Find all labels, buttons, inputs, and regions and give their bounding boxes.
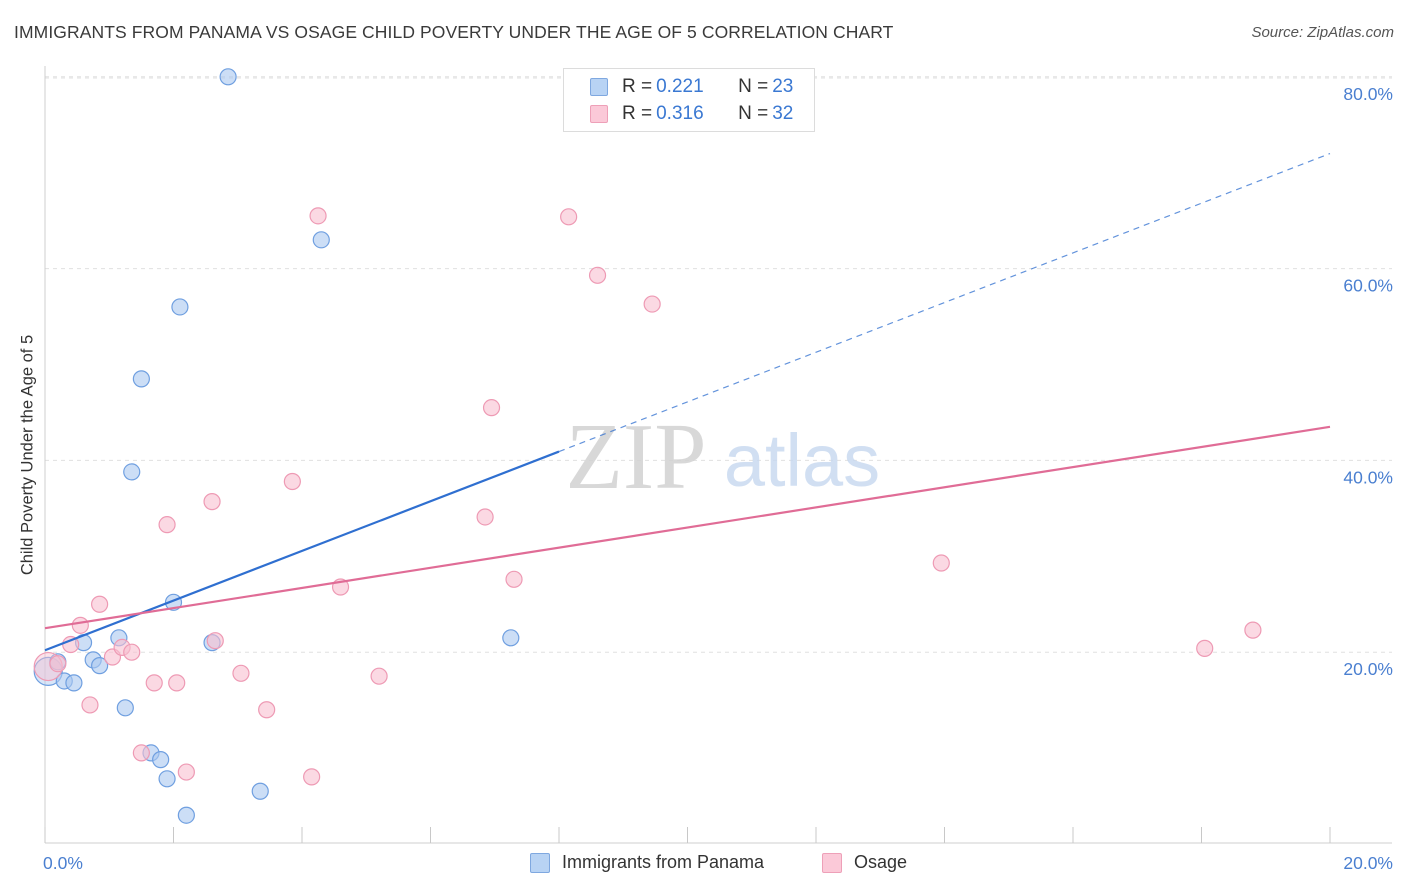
legend-r-label: R = xyxy=(622,76,653,97)
osage-point xyxy=(476,508,494,526)
legend-swatch-pink xyxy=(590,105,608,123)
chart-title: IMMIGRANTS FROM PANAMA VS OSAGE CHILD PO… xyxy=(14,22,894,42)
panama-point xyxy=(251,782,269,800)
osage-point xyxy=(91,595,109,613)
panama-point xyxy=(152,751,170,769)
legend-item-osage[interactable]: Osage xyxy=(822,852,907,873)
panama-point xyxy=(171,298,189,316)
osage-point xyxy=(71,616,89,634)
watermark: ZIP atlas xyxy=(566,405,881,509)
osage-point xyxy=(283,472,301,491)
source-credit: Source: ZipAtlas.com xyxy=(1251,24,1394,41)
x-tick-label: 0.0% xyxy=(43,853,83,873)
osage-point xyxy=(81,696,99,714)
osage-point xyxy=(560,208,578,226)
osage-point xyxy=(932,554,950,572)
axis-layer xyxy=(44,66,1392,844)
osage-point xyxy=(1244,621,1262,639)
series-legend: Immigrants from Panama Osage xyxy=(0,852,1406,878)
legend-r-value: 0.316 xyxy=(656,103,704,124)
osage-point xyxy=(168,674,186,692)
panama-point xyxy=(91,657,109,675)
points-layer xyxy=(33,68,1262,824)
panama-trend-dashed xyxy=(558,152,1331,453)
osage-point xyxy=(232,664,250,682)
osage-trend-line xyxy=(44,425,1331,630)
osage-point xyxy=(145,674,163,692)
panama-point xyxy=(502,629,520,647)
watermark-zip: ZIP xyxy=(566,405,707,509)
osage-point xyxy=(643,295,661,313)
x-tick-label: 20.0% xyxy=(1343,853,1393,873)
grid-layer xyxy=(45,76,1392,653)
panama-point xyxy=(177,806,195,824)
panama-point xyxy=(123,463,141,481)
osage-point xyxy=(309,207,327,225)
watermark-atlas: atlas xyxy=(724,419,880,502)
osage-point xyxy=(588,266,607,284)
osage-point xyxy=(203,493,221,511)
legend-item-panama[interactable]: Immigrants from Panama xyxy=(530,852,764,873)
correlation-legend: R = 0.221 N = 23 R = 0.316 N = 32 xyxy=(563,68,815,132)
y-axis-label: Child Poverty Under the Age of 5 xyxy=(18,334,37,576)
osage-point xyxy=(49,655,67,673)
osage-point xyxy=(1196,639,1214,657)
legend-n-label: N = xyxy=(738,103,769,124)
y-tick-label: 40.0% xyxy=(1343,467,1393,487)
panama-point xyxy=(158,770,176,788)
panama-point xyxy=(65,674,83,692)
legend-n-value: 23 xyxy=(772,76,794,97)
panama-point xyxy=(116,699,134,717)
panama-point xyxy=(132,370,150,388)
panama-point xyxy=(312,231,330,249)
legend-row-panama: R = 0.221 N = 23 xyxy=(590,75,793,99)
tick-labels: 20.0% 40.0% 60.0% 80.0% 0.0% 20.0% xyxy=(43,84,1393,873)
osage-point xyxy=(505,570,523,588)
osage-point xyxy=(206,632,224,650)
osage-point xyxy=(123,643,141,661)
legend-item-label: Immigrants from Panama xyxy=(562,852,765,872)
legend-n-label: N = xyxy=(738,76,769,97)
osage-point xyxy=(177,763,195,781)
y-tick-label: 20.0% xyxy=(1343,659,1393,679)
panama-point xyxy=(219,68,237,86)
osage-point xyxy=(132,744,150,762)
y-tick-label: 60.0% xyxy=(1343,276,1393,296)
legend-swatch-blue xyxy=(530,852,550,873)
legend-item-label: Osage xyxy=(854,852,908,872)
legend-swatch-pink xyxy=(822,852,842,873)
legend-n-value: 32 xyxy=(772,103,794,124)
panama-trend-solid xyxy=(44,450,560,652)
osage-point xyxy=(303,768,321,786)
legend-row-osage: R = 0.316 N = 32 xyxy=(590,102,793,126)
legend-r-value: 0.221 xyxy=(656,76,704,97)
osage-point xyxy=(258,701,276,719)
osage-point xyxy=(482,399,501,417)
trend-layer xyxy=(44,152,1331,652)
legend-r-label: R = xyxy=(622,103,653,124)
osage-point xyxy=(158,516,176,534)
y-tick-label: 80.0% xyxy=(1343,84,1393,104)
legend-swatch-blue xyxy=(590,78,608,96)
osage-point xyxy=(370,667,388,685)
